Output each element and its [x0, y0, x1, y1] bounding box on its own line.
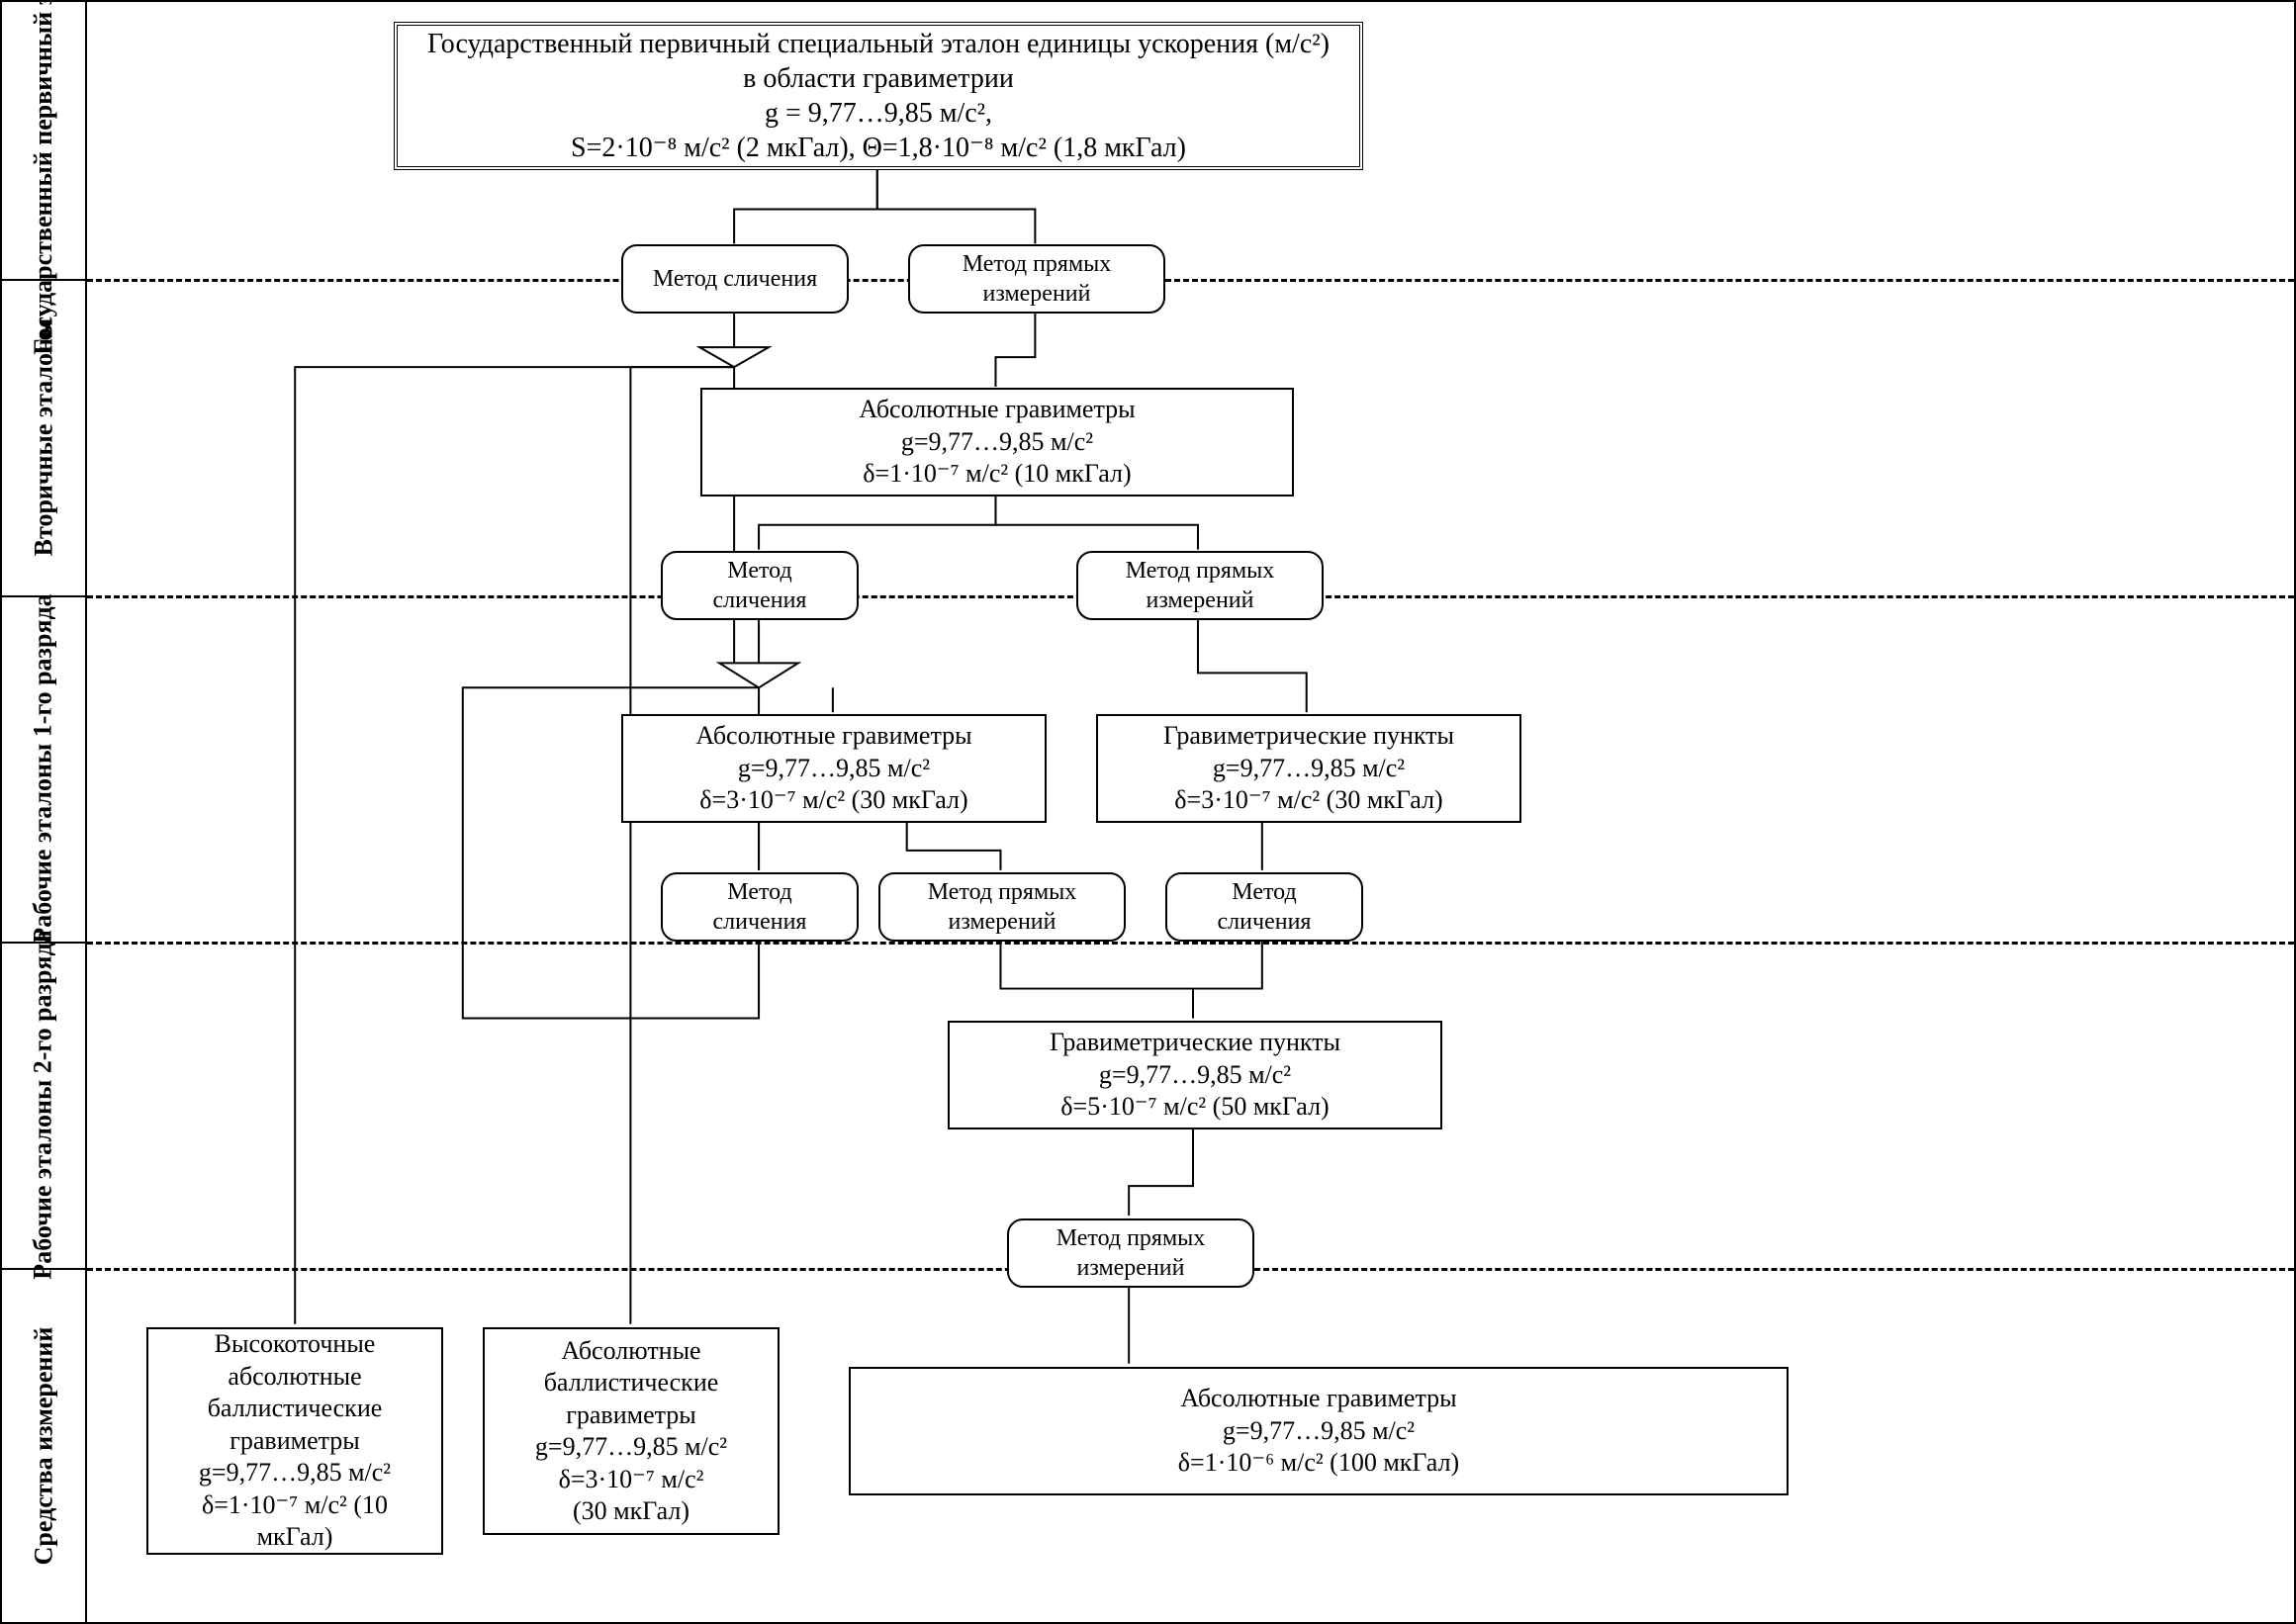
row-sep — [2, 1268, 87, 1270]
text-line: измерений — [1126, 586, 1275, 615]
text-line: мкГал) — [199, 1521, 391, 1554]
node-si3: Абсолютные гравиметрыg=9,77…9,85 м/с²δ=1… — [849, 1367, 1789, 1495]
text-line: Абсолютные гравиметры — [1178, 1383, 1459, 1415]
node-text: Гравиметрические пунктыg=9,77…9,85 м/с²δ… — [1050, 1027, 1340, 1124]
row-sep — [2, 595, 87, 597]
node-text: Высокоточныеабсолютныебаллистическиеграв… — [199, 1328, 391, 1554]
text-line: в области гравиметрии — [427, 61, 1330, 96]
text-line: баллистические — [199, 1393, 391, 1425]
text-line: (30 мкГал) — [535, 1495, 727, 1528]
text-line: δ=1·10⁻⁷ м/с² (10 — [199, 1489, 391, 1522]
text-line: измерений — [928, 907, 1077, 937]
text-line: измерений — [1056, 1253, 1206, 1283]
node-w1b: Гравиметрические пунктыg=9,77…9,85 м/с²δ… — [1096, 714, 1521, 823]
text-line: S=2·10⁻⁸ м/с² (2 мкГал), Θ=1,8·10⁻⁸ м/с²… — [427, 131, 1330, 165]
node-m1a: Метод сличения — [621, 244, 849, 314]
node-text: Метод прямыхизмерений — [963, 249, 1112, 309]
node-w2: Гравиметрические пунктыg=9,77…9,85 м/с²δ… — [948, 1021, 1442, 1129]
row-label-r3: Рабочие эталоны 1-го разряда — [2, 595, 87, 942]
text-line: Высокоточные — [199, 1328, 391, 1361]
text-line: g=9,77…9,85 м/с² — [535, 1431, 727, 1464]
row-label-r1: Государственный первичный эталон — [2, 2, 87, 279]
row-sep — [2, 279, 87, 281]
node-text: Государственный первичный специальный эт… — [427, 27, 1330, 165]
text-line: Метод — [713, 877, 807, 907]
node-si2: Абсолютныебаллистическиегравиметрыg=9,77… — [483, 1327, 780, 1535]
text-line: δ=5·10⁻⁷ м/с² (50 мкГал) — [1050, 1091, 1340, 1124]
row-sep — [2, 942, 87, 944]
text-line: δ=3·10⁻⁷ м/с² (30 мкГал) — [695, 784, 971, 817]
node-text: Абсолютныебаллистическиегравиметрыg=9,77… — [535, 1335, 727, 1528]
node-m3c: Методсличения — [1165, 872, 1363, 942]
text-line: δ=3·10⁻⁷ м/с² — [535, 1464, 727, 1496]
text-line: Абсолютные гравиметры — [859, 394, 1135, 426]
text-line: сличения — [713, 586, 807, 615]
node-m3a: Методсличения — [661, 872, 859, 942]
row-label-text: Рабочие эталоны 2-го разряда — [29, 930, 58, 1279]
node-text: Методсличения — [713, 556, 807, 615]
text-line: Метод сличения — [653, 264, 817, 294]
node-text: Методсличения — [1218, 877, 1312, 937]
text-line: g=9,77…9,85 м/с² — [199, 1457, 391, 1489]
node-text: Методсличения — [713, 877, 807, 937]
text-line: g=9,77…9,85 м/с² — [859, 426, 1135, 459]
node-text: Абсолютные гравиметрыg=9,77…9,85 м/с²δ=1… — [1178, 1383, 1459, 1480]
text-line: Метод прямых — [1056, 1223, 1206, 1253]
text-line: g=9,77…9,85 м/с² — [695, 753, 971, 785]
node-text: Метод прямыхизмерений — [1126, 556, 1275, 615]
text-line: Гравиметрические пункты — [1050, 1027, 1340, 1059]
text-line: g=9,77…9,85 м/с² — [1178, 1415, 1459, 1448]
text-line: Метод прямых — [928, 877, 1077, 907]
text-line: g = 9,77…9,85 м/с², — [427, 96, 1330, 131]
node-text: Метод прямыхизмерений — [928, 877, 1077, 937]
node-text: Гравиметрические пунктыg=9,77…9,85 м/с²δ… — [1163, 720, 1454, 817]
text-line: гравиметры — [535, 1399, 727, 1432]
row-label-r4: Рабочие эталоны 2-го разряда — [2, 942, 87, 1268]
text-line: Государственный первичный специальный эт… — [427, 27, 1330, 61]
text-line: баллистические — [535, 1367, 727, 1399]
text-line: g=9,77…9,85 м/с² — [1163, 753, 1454, 785]
node-si1: Высокоточныеабсолютныебаллистическиеграв… — [146, 1327, 443, 1555]
node-sec: Абсолютные гравиметрыg=9,77…9,85 м/с²δ=1… — [700, 388, 1294, 496]
row-label-text: Средства измерений — [29, 1327, 58, 1566]
row-label-r2: Вторичные эталоны — [2, 279, 87, 595]
diagram-canvas: Государственный первичный специальный эт… — [87, 2, 2294, 1622]
text-line: сличения — [1218, 907, 1312, 937]
text-line: сличения — [713, 907, 807, 937]
text-line: Гравиметрические пункты — [1163, 720, 1454, 753]
text-line: измерений — [963, 279, 1112, 309]
node-m3b: Метод прямыхизмерений — [878, 872, 1126, 942]
node-primary: Государственный первичный специальный эт… — [394, 22, 1363, 170]
row-label-r5: Средства измерений — [2, 1268, 87, 1624]
node-text: Абсолютные гравиметрыg=9,77…9,85 м/с²δ=3… — [695, 720, 971, 817]
text-line: δ=1·10⁻⁶ м/с² (100 мкГал) — [1178, 1447, 1459, 1480]
text-line: Метод — [713, 556, 807, 586]
text-line: Абсолютные — [535, 1335, 727, 1368]
text-line: g=9,77…9,85 м/с² — [1050, 1059, 1340, 1092]
text-line: гравиметры — [199, 1425, 391, 1458]
node-m2a: Методсличения — [661, 551, 859, 620]
page-root: Государственный первичный эталон Вторичны… — [0, 0, 2296, 1624]
row-label-text: Рабочие эталоны 1-го разряда — [29, 593, 58, 943]
node-text: Метод прямыхизмерений — [1056, 1223, 1206, 1283]
text-line: δ=3·10⁻⁷ м/с² (30 мкГал) — [1163, 784, 1454, 817]
node-text: Метод сличения — [653, 264, 817, 294]
text-line: Метод прямых — [963, 249, 1112, 279]
text-line: Метод — [1218, 877, 1312, 907]
text-line: δ=1·10⁻⁷ м/с² (10 мкГал) — [859, 458, 1135, 491]
row-label-text: Вторичные эталоны — [29, 318, 58, 557]
node-text: Абсолютные гравиметрыg=9,77…9,85 м/с²δ=1… — [859, 394, 1135, 491]
text-line: Абсолютные гравиметры — [695, 720, 971, 753]
node-w1a: Абсолютные гравиметрыg=9,77…9,85 м/с²δ=3… — [621, 714, 1047, 823]
node-m1b: Метод прямыхизмерений — [908, 244, 1165, 314]
node-m4: Метод прямыхизмерений — [1007, 1218, 1254, 1288]
node-m2b: Метод прямыхизмерений — [1076, 551, 1324, 620]
text-line: Метод прямых — [1126, 556, 1275, 586]
text-line: абсолютные — [199, 1361, 391, 1394]
